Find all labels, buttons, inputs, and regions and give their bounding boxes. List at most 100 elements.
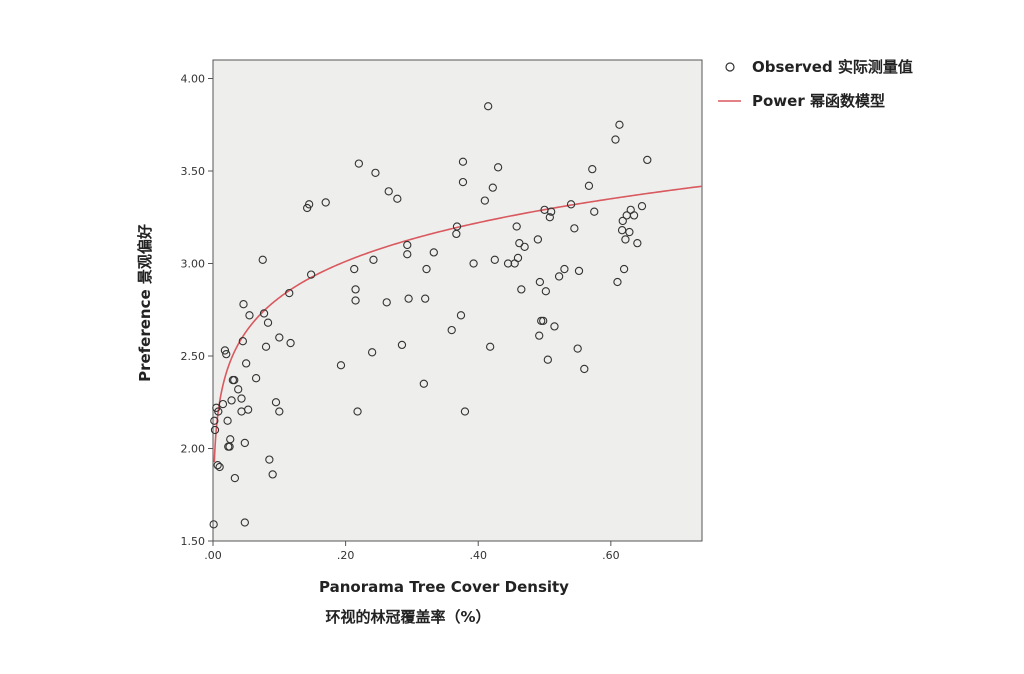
y-tick-label: 2.00 — [181, 443, 206, 456]
observed-point — [371, 168, 380, 177]
observed-point — [353, 407, 362, 416]
observed-point — [574, 266, 584, 276]
observed-point — [226, 435, 235, 444]
observed-point — [404, 294, 413, 303]
y-axis-label: Preference 景观偏好 — [136, 224, 154, 382]
observed-point — [227, 396, 236, 405]
y-tick-label: 3.50 — [181, 165, 206, 178]
observed-point — [513, 253, 523, 263]
observed-point — [261, 342, 271, 351]
observed-point — [245, 311, 254, 320]
observed-point — [566, 200, 576, 209]
observed-point — [243, 405, 253, 414]
observed-point — [517, 285, 526, 294]
observed-point — [351, 296, 360, 305]
observed-point — [237, 394, 246, 403]
observed-point — [629, 211, 639, 220]
observed-point — [580, 364, 589, 374]
observed-point — [570, 224, 579, 233]
observed-point — [240, 438, 249, 448]
observed-point — [234, 385, 243, 394]
observed-point — [615, 120, 624, 129]
observed-point — [286, 338, 295, 348]
observed-point — [539, 316, 548, 325]
observed-point — [550, 322, 559, 331]
observed-point — [354, 159, 364, 168]
y-tick-label: 4.00 — [181, 73, 206, 86]
observed-point — [554, 272, 564, 281]
plot-area — [212, 59, 703, 542]
observed-point — [543, 355, 552, 364]
observed-point — [222, 349, 231, 359]
observed-point — [285, 288, 294, 298]
observed-point — [403, 250, 412, 259]
observed-point — [215, 462, 224, 472]
observed-point — [545, 213, 554, 222]
x-axis: .00 .20 .40 .60 — [204, 541, 620, 562]
observed-point — [613, 277, 622, 287]
y-tick-label: 1.50 — [181, 535, 206, 548]
observed-point — [456, 311, 466, 320]
observed-point — [382, 298, 391, 307]
observed-point — [590, 207, 599, 216]
legend-observed-label: Observed 实际测量值 — [752, 58, 913, 76]
x-tick-label: .00 — [204, 549, 222, 562]
observed-point — [397, 340, 407, 350]
observed-point — [480, 196, 489, 205]
observed-point — [218, 399, 228, 409]
x-axis-label-cn: 环视的林冠覆盖率（%） — [325, 608, 490, 626]
x-tick-label: .20 — [337, 549, 355, 562]
observed-point — [637, 201, 647, 211]
observed-point — [369, 255, 378, 264]
y-tick-label: 2.50 — [181, 350, 206, 363]
observed-point — [488, 183, 497, 192]
observed-points — [209, 102, 652, 529]
y-axis: 1.50 2.00 2.50 3.00 3.50 4.00 — [181, 73, 213, 548]
observed-point — [520, 242, 529, 251]
observed-point — [241, 359, 251, 368]
observed-point — [421, 294, 430, 303]
observed-point — [458, 157, 468, 166]
observed-point — [493, 163, 503, 172]
observed-point — [336, 361, 346, 370]
observed-point — [541, 287, 550, 296]
observed-point — [484, 102, 493, 111]
observed-point — [643, 155, 652, 165]
observed-point — [490, 255, 499, 264]
observed-point — [351, 285, 360, 294]
observed-point — [422, 264, 431, 274]
observed-point — [210, 425, 220, 435]
observed-point — [460, 407, 470, 416]
observed-point — [239, 300, 248, 309]
observed-point — [268, 470, 277, 479]
y-tick-label: 3.00 — [181, 258, 206, 271]
observed-point — [240, 518, 249, 527]
observed-point — [275, 407, 284, 416]
observed-point — [393, 194, 402, 203]
observed-point — [321, 198, 330, 207]
observed-point — [584, 181, 594, 190]
observed-point — [210, 416, 219, 425]
observed-point — [469, 259, 478, 268]
observed-point — [304, 200, 314, 209]
observed-point — [611, 135, 620, 144]
observed-point — [306, 270, 316, 279]
observed-point — [512, 222, 521, 231]
observed-point — [350, 264, 359, 274]
x-axis-label: Panorama Tree Cover Density — [319, 578, 569, 596]
observed-point — [275, 333, 284, 342]
observed-point — [263, 318, 273, 327]
legend-power-label: Power 幂函数模型 — [752, 92, 885, 110]
observed-point — [220, 346, 230, 355]
observed-point — [209, 520, 218, 529]
observed-point — [547, 207, 556, 216]
observed-point — [447, 325, 456, 335]
x-tick-label: .40 — [469, 549, 487, 562]
observed-point — [230, 473, 240, 483]
observed-point — [419, 379, 428, 388]
observed-point — [573, 344, 582, 353]
observed-point — [458, 177, 468, 187]
observed-point — [625, 227, 634, 237]
observed-point — [560, 264, 569, 274]
